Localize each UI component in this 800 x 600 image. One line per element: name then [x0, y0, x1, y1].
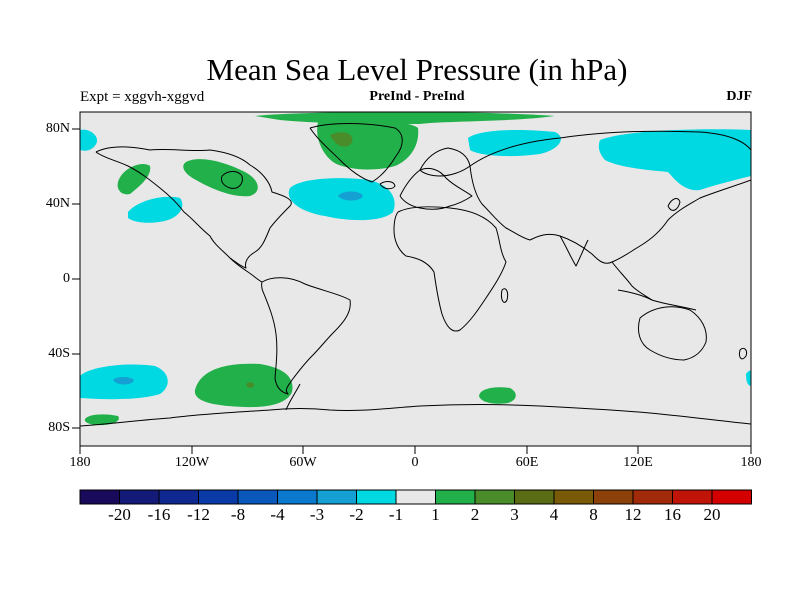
colorbar-label: -12 [187, 505, 210, 524]
colorbar-label: 16 [664, 505, 681, 524]
coastlines [80, 123, 751, 427]
colorbar-label: 12 [624, 505, 642, 524]
positive-anomaly-greenland-core [330, 132, 353, 147]
coast-india [559, 235, 589, 267]
positive-anomaly-antarctic-coast [84, 414, 119, 426]
negative-anomaly-arctic-west [80, 129, 98, 151]
negative-anomaly-north-atlantic-core [338, 191, 363, 201]
colorbar-label: 20 [703, 505, 721, 524]
negative-anomaly-north-pacific [128, 196, 183, 223]
colorbar-label: -4 [270, 505, 285, 524]
colorbar-swatch [514, 489, 555, 505]
colorbar-swatch [632, 489, 673, 505]
coast-japan [667, 198, 681, 211]
colorbar-swatch [316, 489, 357, 505]
lon-label: 180 [740, 455, 762, 470]
colorbar-swatch [474, 489, 515, 505]
lon-label: 0 [411, 455, 419, 470]
colorbar-swatch [395, 489, 436, 505]
lon-label: 60E [515, 455, 539, 470]
lon-label: 180 [69, 455, 91, 470]
colorbar-swatch [79, 489, 120, 505]
colorbar [79, 489, 752, 505]
colorbar-swatch [553, 489, 594, 505]
lat-label: 80N [45, 121, 70, 136]
coast-south-america [261, 277, 351, 395]
colorbar-label: -2 [349, 505, 364, 524]
colorbar-label: -1 [388, 505, 404, 524]
coast-hudson-bay [221, 171, 243, 189]
colorbar-swatch [711, 489, 752, 505]
colorbar-swatch [237, 489, 278, 505]
colorbar-swatch [198, 489, 239, 505]
colorbar-label: -8 [230, 505, 246, 524]
coast-africa [393, 206, 507, 332]
negative-anomaly-southern-ocean-core [113, 377, 134, 385]
positive-anomaly-north-america [183, 159, 258, 197]
colorbar-swatch [672, 489, 713, 505]
colorbar-swatch [119, 489, 160, 505]
colorbar-label: 8 [589, 505, 598, 524]
coast-north-america [95, 146, 292, 269]
lat-label: 40N [45, 196, 70, 211]
colorbar-label: 1 [431, 505, 440, 524]
negative-anomaly-barents [468, 130, 561, 157]
coast-indonesia [617, 289, 697, 311]
negative-anomaly-siberia [598, 129, 751, 191]
lon-label: 120E [623, 455, 653, 470]
positive-anomaly-south-atlantic [479, 387, 516, 404]
colorbar-swatch [158, 489, 199, 505]
colorbar-label: -20 [108, 505, 131, 524]
negative-anomaly-north-atlantic [288, 178, 395, 221]
coast-madagascar [501, 288, 509, 303]
colorbar-swatch [356, 489, 397, 505]
colorbar-label: 4 [549, 505, 559, 524]
coast-asia [469, 130, 751, 264]
colorbar-label: -3 [309, 505, 325, 524]
lon-label: 120W [174, 455, 210, 470]
map-title: Mean Sea Level Pressure (in hPa) [206, 52, 628, 87]
comparison-label: PreInd - PreInd [369, 89, 465, 104]
colorbar-swatch [277, 489, 318, 505]
lat-label: 0 [63, 271, 70, 286]
lat-label: 80S [48, 420, 70, 435]
lon-label: 60W [289, 455, 317, 470]
map-ticks [72, 128, 752, 454]
coast-antarctic-peninsula [285, 383, 301, 411]
colorbar-label: 2 [470, 505, 480, 524]
coast-antarctica [80, 404, 751, 427]
positive-anomaly-greenland [317, 120, 419, 170]
coast-iceland [379, 181, 396, 190]
experiment-label: Expt = xggvh-xggvd [80, 89, 205, 105]
season-label: DJF [726, 89, 752, 104]
coast-australia [637, 306, 707, 361]
colorbar-label: -16 [147, 505, 171, 524]
colorbar-swatch [435, 489, 476, 505]
coast-southeast-asia [611, 261, 653, 301]
anomaly-fields [80, 112, 751, 426]
coast-central-america [229, 257, 263, 283]
colorbar-label: 3 [510, 505, 519, 524]
positive-anomaly-alaska [117, 163, 151, 195]
lat-label: 40S [48, 346, 70, 361]
negative-anomaly-east-edge [746, 370, 751, 386]
coast-new-zealand [739, 347, 747, 360]
colorbar-swatch [593, 489, 634, 505]
positive-anomaly-south-pacific [194, 363, 293, 408]
positive-anomaly-south-pacific-core [246, 382, 255, 388]
coast-greenland [309, 123, 403, 183]
